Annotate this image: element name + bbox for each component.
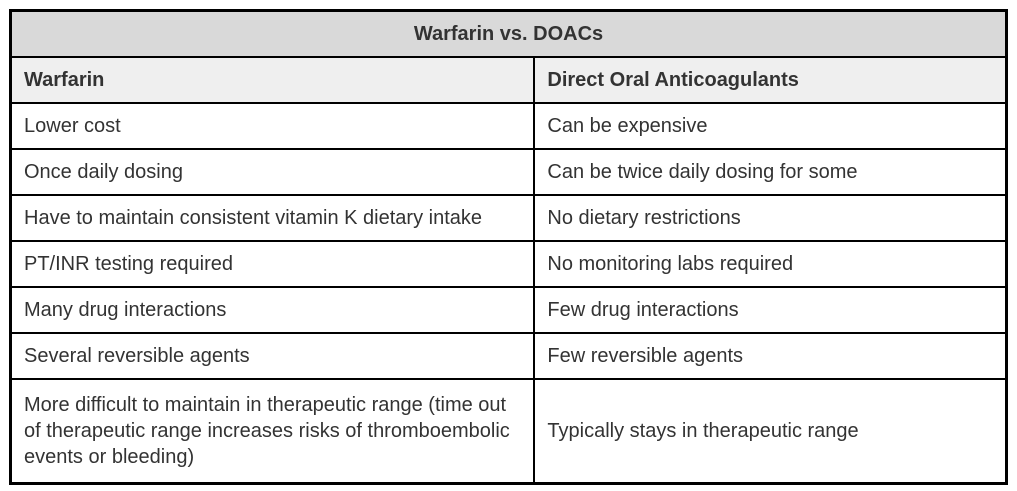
- table-row: Once daily dosing Can be twice daily dos…: [9, 148, 1008, 196]
- table-cell-doac: No monitoring labs required: [533, 240, 1008, 288]
- table-title-row: Warfarin vs. DOACs: [9, 9, 1008, 58]
- table-row: PT/INR testing required No monitoring la…: [9, 240, 1008, 288]
- table-cell-warfarin: Many drug interactions: [9, 286, 536, 334]
- table-cell-warfarin: PT/INR testing required: [9, 240, 536, 288]
- table-cell-doac: Few drug interactions: [533, 286, 1008, 334]
- column-header-doacs: Direct Oral Anticoagulants: [533, 56, 1008, 104]
- table-row: Several reversible agents Few reversible…: [9, 332, 1008, 380]
- table-cell-warfarin: Once daily dosing: [9, 148, 536, 196]
- table-cell-doac: Can be expensive: [533, 102, 1008, 150]
- table-cell-warfarin: Lower cost: [9, 102, 536, 150]
- table-title: Warfarin vs. DOACs: [9, 9, 1008, 58]
- table-row: Have to maintain consistent vitamin K di…: [9, 194, 1008, 242]
- table-cell-doac: Can be twice daily dosing for some: [533, 148, 1008, 196]
- column-header-warfarin: Warfarin: [9, 56, 536, 104]
- table-header-row: Warfarin Direct Oral Anticoagulants: [9, 56, 1008, 104]
- table-cell-warfarin: Several reversible agents: [9, 332, 536, 380]
- table-cell-warfarin: Have to maintain consistent vitamin K di…: [9, 194, 536, 242]
- table-cell-doac: Typically stays in therapeutic range: [533, 378, 1008, 484]
- table-row: Lower cost Can be expensive: [9, 102, 1008, 150]
- table-cell-doac: Few reversible agents: [533, 332, 1008, 380]
- table-row: More difficult to maintain in therapeuti…: [9, 378, 1008, 484]
- table-row: Many drug interactions Few drug interact…: [9, 286, 1008, 334]
- table-cell-warfarin: More difficult to maintain in therapeuti…: [9, 378, 536, 484]
- comparison-table: Warfarin vs. DOACs Warfarin Direct Oral …: [9, 9, 1008, 485]
- table-cell-doac: No dietary restrictions: [533, 194, 1008, 242]
